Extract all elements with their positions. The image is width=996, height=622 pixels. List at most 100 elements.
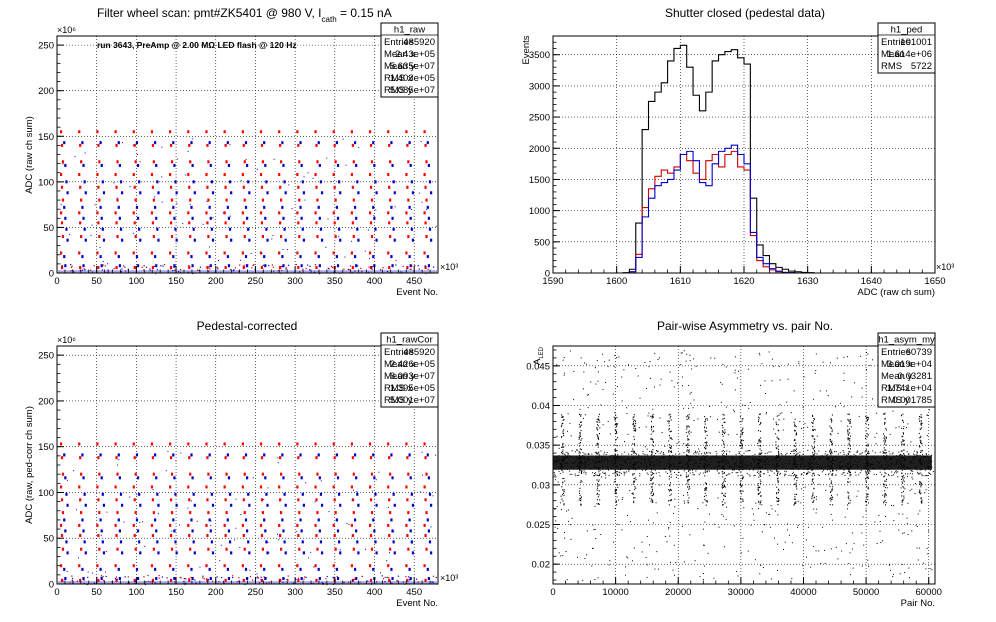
scatter-point [572,462,574,464]
scatter-point [648,412,650,414]
band-point [649,462,651,464]
band-point [772,459,774,461]
red-point [387,211,390,215]
blue-point [372,567,375,571]
blue-point [264,216,267,220]
stray-point [179,524,181,526]
low-point [161,576,163,578]
spike-point [778,453,780,456]
blue-point [320,191,324,195]
spike-point [598,451,600,453]
spike-point [561,494,563,496]
band-point [719,460,721,462]
spike-point [848,453,850,455]
band-point [716,453,718,455]
blue-point [391,577,394,581]
spike-point [671,451,673,453]
band-point [863,467,865,469]
band-point [831,473,833,475]
band-point [661,456,663,458]
spike-point [757,487,759,489]
band-point [828,465,830,467]
red-point [150,251,154,255]
spike-point [615,460,617,462]
spike-point [668,428,670,430]
band-point [557,460,559,462]
spike-point [813,497,815,499]
chart-title: Filter wheel scan: pmt#ZK5401 @ 980 V, I… [97,6,392,24]
stray-point [212,217,214,219]
low-point [375,581,378,583]
stray-point [123,521,125,523]
red-point [152,160,155,164]
band-point [729,473,731,475]
stray-point [352,489,354,491]
spike-point [740,466,742,469]
band-point [709,461,711,463]
spike-point [811,475,813,477]
blue-point [318,216,321,220]
spike-point [705,489,707,491]
scatter-point [563,532,565,534]
band-point [869,469,871,471]
spike-point [760,475,762,478]
spike-point [669,489,671,491]
spike-point [777,473,779,475]
spike-point [884,490,886,492]
band-point [830,454,832,456]
scatter-point [649,544,651,546]
spike-point [669,469,671,471]
band-point [595,462,597,464]
low-point [188,271,190,274]
spike-point [919,493,921,495]
red-point [405,485,408,489]
band-point [881,464,883,466]
band-point [849,455,851,457]
scatter-point [558,552,560,554]
spike-point [560,465,562,468]
spike-point [669,444,671,446]
spike-point [581,421,583,423]
spike-point [705,447,707,449]
scatter-point [689,487,691,489]
band-point [848,456,850,458]
scatter-point [733,525,735,527]
low-point [179,576,181,579]
band-point [753,460,755,462]
spike-point [671,456,673,458]
band-point [677,462,679,464]
spike-point [758,500,760,502]
spike-point [866,465,868,467]
spike-point [578,438,580,440]
y-tick-label: 50 [43,223,54,234]
red-point [150,485,154,489]
red-point [296,485,299,489]
low-point [349,265,352,267]
spike-point [865,472,867,474]
spike-point [903,453,905,455]
scatter-point [709,405,711,407]
scatter-point [592,547,594,549]
red-point [59,564,63,568]
scatter-point [884,422,886,424]
scatter-point [882,540,884,542]
scatter-point [813,499,815,501]
band-point [890,458,892,460]
spike-point [580,455,582,458]
red-point [242,578,245,582]
red-point [370,472,374,476]
spike-point [849,419,851,421]
blue-point [353,205,357,209]
spike-point [848,443,850,446]
spike-point [812,422,814,424]
blue-point [390,518,393,522]
red-point [405,251,408,255]
red-point [425,235,428,239]
red-point [369,578,373,582]
x-tick-label: 450 [406,587,422,598]
red-point [150,564,154,568]
band-point [829,451,831,453]
low-point [198,269,200,271]
band-point [699,450,701,452]
spike-point [793,450,795,452]
